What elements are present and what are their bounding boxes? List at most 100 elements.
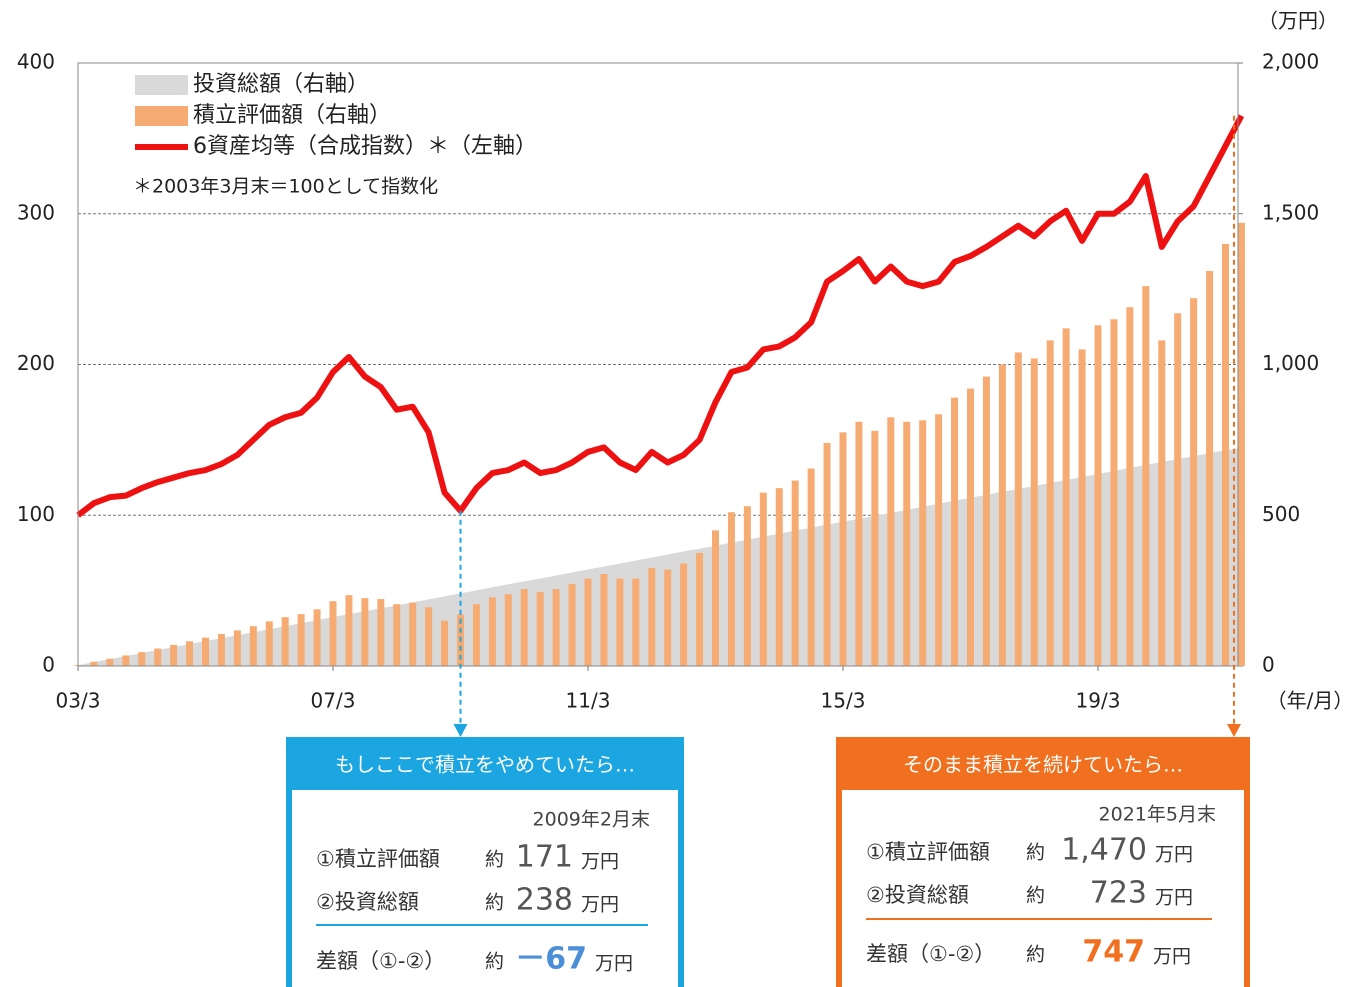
- note: ＊2003年3月末＝100として指数化: [133, 176, 438, 198]
- bar: [855, 421, 863, 666]
- x-tick-label: 07/3: [311, 689, 356, 713]
- bar: [202, 637, 209, 666]
- callout-title: もしここで積立をやめていたら…: [335, 753, 635, 777]
- bar: [1094, 325, 1102, 666]
- bar: [807, 468, 815, 666]
- bar: [425, 607, 433, 666]
- bar: [935, 414, 943, 666]
- bar: [903, 421, 911, 666]
- bar: [377, 599, 385, 666]
- bar: [536, 592, 544, 666]
- row-value: 171: [516, 840, 573, 875]
- bar: [951, 397, 959, 666]
- bar: [1142, 286, 1150, 666]
- bar: [154, 648, 162, 666]
- legend-swatch: [135, 106, 188, 126]
- bar: [1046, 340, 1054, 666]
- diff-prefix: 約: [1026, 944, 1045, 966]
- y-tick-label: 0: [42, 653, 55, 677]
- line: [76, 114, 1245, 518]
- bar: [664, 569, 672, 666]
- diff-prefix: 約: [485, 951, 504, 973]
- diff-label: 差額（①-②）: [316, 949, 445, 973]
- bar: [1062, 328, 1070, 666]
- bar: [696, 552, 704, 666]
- callout-title: そのまま積立を続けていたら…: [903, 753, 1183, 777]
- bar: [1190, 298, 1198, 666]
- bar: [1014, 352, 1022, 666]
- bar: [1237, 222, 1245, 667]
- bar: [409, 602, 417, 666]
- y-tick-label: 300: [17, 200, 55, 224]
- bar: [919, 420, 927, 666]
- bar: [90, 661, 98, 666]
- bar: [680, 563, 688, 666]
- row-unit: 万円: [1155, 844, 1193, 866]
- x-tick-label: 15/3: [821, 689, 866, 713]
- bar: [584, 578, 592, 666]
- row-value: 723: [1090, 876, 1147, 911]
- bar: [1158, 340, 1166, 666]
- diff-value: －67: [515, 942, 587, 977]
- bar: [967, 388, 974, 666]
- y-tick-label: 100: [17, 502, 55, 526]
- bar: [217, 634, 225, 666]
- plot-frame: [77, 62, 1239, 667]
- row-label: ②投資総額: [866, 883, 969, 907]
- bar: [568, 583, 576, 666]
- y2-axis-label: （万円）: [1258, 9, 1338, 33]
- x-tick-label: 19/3: [1076, 689, 1121, 713]
- row-prefix: 約: [485, 892, 504, 914]
- diff-unit: 万円: [1153, 946, 1191, 968]
- bar: [441, 620, 449, 666]
- bar: [1222, 243, 1229, 666]
- bar: [759, 492, 767, 666]
- bar: [345, 595, 353, 666]
- row-prefix: 約: [485, 849, 504, 871]
- row-prefix: 約: [1026, 842, 1045, 864]
- bar: [520, 589, 528, 666]
- bar: [1110, 319, 1118, 666]
- y-tick-label: 400: [17, 50, 55, 74]
- bar: [1078, 349, 1086, 666]
- legend-label: 投資総額（右軸）: [193, 72, 369, 97]
- bar: [170, 644, 178, 666]
- bar: [632, 578, 640, 666]
- x-axis-label: （年/月）: [1267, 689, 1354, 713]
- bar: [600, 574, 608, 666]
- y2-tick-label: 1,500: [1262, 200, 1319, 224]
- legend-swatch: [135, 75, 188, 95]
- bar: [839, 432, 847, 666]
- bar: [1030, 358, 1038, 666]
- legend-label: 積立評価額（右軸）: [193, 103, 391, 128]
- area: [78, 448, 1242, 666]
- x-tick-label: 11/3: [566, 689, 611, 713]
- legend-label: 6資産均等（合成指数）＊（左軸）: [193, 134, 537, 159]
- row-label: ①積立評価額: [866, 840, 990, 864]
- bar: [233, 630, 241, 666]
- bar: [712, 530, 719, 666]
- diff-label: 差額（①-②）: [866, 942, 995, 966]
- callout-date: 2021年5月末: [1099, 804, 1216, 826]
- bar: [329, 601, 337, 666]
- bar: [472, 604, 480, 666]
- row-value: 1,470: [1061, 833, 1147, 868]
- bar: [488, 597, 496, 666]
- bar: [361, 598, 369, 666]
- bar: [743, 506, 751, 666]
- row-label: ②投資総額: [316, 890, 419, 914]
- bar: [297, 614, 305, 666]
- x-tick-label: 03/3: [56, 689, 101, 713]
- row-unit: 万円: [1155, 887, 1193, 909]
- diff-value: 747: [1082, 935, 1145, 970]
- row-unit: 万円: [581, 894, 619, 916]
- bar: [1174, 313, 1182, 666]
- bar: [791, 480, 799, 666]
- pointer-head: [1227, 724, 1241, 737]
- bar: [313, 609, 321, 666]
- row-value: 238: [516, 883, 573, 918]
- bar: [887, 417, 895, 666]
- bar: [1126, 307, 1134, 666]
- bar: [122, 655, 130, 666]
